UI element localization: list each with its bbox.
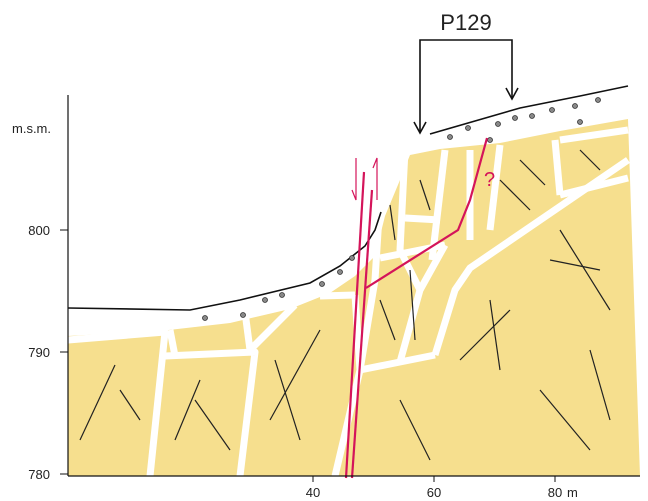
x-tick-label: 80 xyxy=(548,485,562,500)
profile-bracket xyxy=(414,40,518,133)
page: ? P129 m.s.m. 800790780406080m (() => { … xyxy=(0,0,648,501)
profile-title: P129 xyxy=(440,10,491,35)
x-tick-label: 40 xyxy=(306,485,320,500)
y-tick-label: 780 xyxy=(28,467,50,482)
y-axis-label: m.s.m. xyxy=(12,121,51,136)
y-tick-label: 790 xyxy=(28,345,50,360)
annotation: ? xyxy=(484,169,495,191)
x-axis-unit: m xyxy=(567,485,578,500)
y-tick-label: 800 xyxy=(28,223,50,238)
cross-section: ? P129 m.s.m. 800 790 780 40 60 80 m xyxy=(0,0,648,501)
x-tick-label: 60 xyxy=(427,485,441,500)
